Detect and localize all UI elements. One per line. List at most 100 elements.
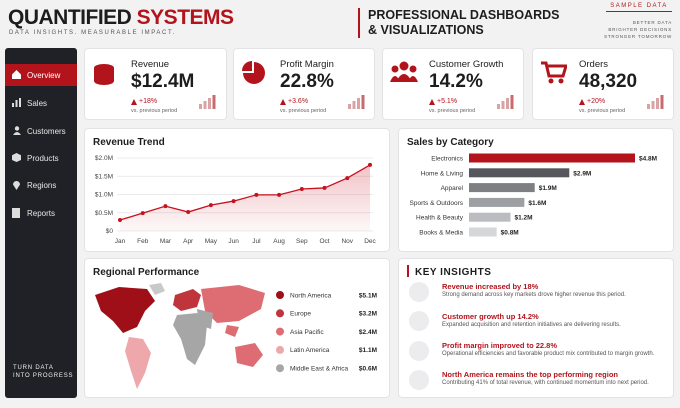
insight-icon (409, 341, 429, 361)
x-tick-label: Apr (183, 238, 194, 245)
x-tick-label: Jan (115, 238, 126, 245)
mini-bars (348, 95, 365, 109)
insight-icon (409, 370, 429, 390)
category-label: Home & Living (421, 170, 464, 177)
up-arrow (280, 99, 286, 105)
footer-line: TURN DATA (13, 365, 54, 371)
value-label: $2.9M (573, 170, 591, 177)
up-arrow (579, 99, 585, 105)
mini-bar (199, 104, 202, 109)
point (299, 187, 304, 192)
region-name: Latin America (290, 347, 330, 354)
sidebar: Overview Sales Customers Products Region… (5, 48, 77, 398)
bar (469, 227, 497, 237)
mini-bar (501, 101, 505, 109)
nav-item[interactable]: Reports (5, 202, 77, 224)
region-legend: North America $5.1M Europe $3.2M Asia Pacifi… (276, 291, 377, 373)
icon (94, 64, 114, 85)
x-tick-label: Jul (252, 238, 261, 245)
x-tick-label: Aug (273, 238, 285, 245)
divider (358, 8, 360, 38)
icon (390, 61, 418, 82)
nav-item[interactable]: Products (5, 147, 77, 169)
insight-text: Expanded acquisition and retention initi… (442, 322, 621, 328)
legend-dot (276, 309, 284, 318)
mini-bar (510, 95, 514, 109)
tagline: DATA INSIGHTS. MEASURABLE IMPACT. (9, 30, 176, 36)
brand: QUANTIFIED SYSTEMS (8, 6, 234, 30)
mini-bars (647, 95, 664, 109)
kpi-note: vs. previous period (131, 108, 178, 114)
kpi-card: Customer Growth 14.2% +5.1% vs. previous pe… (382, 48, 524, 120)
kpi-change: +20% (587, 98, 606, 105)
nav-item[interactable]: Overview (5, 64, 77, 86)
icon (242, 61, 265, 84)
point (277, 192, 282, 197)
insight-icon (409, 311, 429, 331)
mini-bar (212, 95, 216, 109)
y-tick-label: $1.0M (95, 192, 113, 199)
region-name: Asia Pacific (290, 329, 324, 336)
line-chart: $0 $0.5M $1.0M $1.5M $2.0M Jan Feb Mar Apr May Jun… (95, 155, 377, 245)
insight-icon (409, 282, 429, 302)
icon (541, 61, 567, 84)
kpi-change: +5.1% (437, 98, 458, 105)
y-tick-label: $0.5M (95, 210, 113, 217)
x-tick-label: Nov (341, 238, 353, 245)
value-label: $1.6M (528, 200, 546, 207)
mini-bar (656, 98, 659, 109)
motto-line: BETTER DATA (632, 20, 672, 25)
x-tick-label: Feb (137, 238, 149, 245)
point (368, 162, 372, 167)
insight-text: Strong demand across key markets drove h… (442, 292, 626, 298)
mini-bar (352, 101, 356, 109)
region-name: Europe (290, 311, 311, 318)
nav-item[interactable]: Sales (5, 92, 77, 114)
kpi-value: 48,320 (579, 71, 638, 92)
kpi-title: Profit Margin (280, 59, 334, 70)
headline-2: & VISUALIZATIONS (368, 23, 484, 37)
nav-item[interactable]: Regions (5, 174, 77, 196)
y-tick-label: $0 (106, 228, 114, 235)
y-tick-label: $1.5M (95, 173, 113, 180)
point (140, 211, 145, 216)
icon (12, 98, 21, 107)
kpi-value: $12.4M (131, 71, 195, 92)
brand-a: QUANTIFIED (8, 6, 132, 29)
up-arrow (429, 99, 435, 105)
mini-bar (208, 98, 211, 109)
badge: SAMPLE DATA (606, 3, 672, 12)
card-title: Sales by Category (407, 137, 494, 148)
nav-label: Overview (27, 70, 61, 80)
bar (469, 168, 570, 178)
world-map (95, 283, 265, 389)
point (322, 185, 327, 190)
accent (407, 265, 409, 277)
nav-item[interactable]: Customers (5, 120, 77, 142)
card-title: Regional Performance (93, 267, 200, 278)
bar (469, 212, 511, 222)
region-value: $1.1M (359, 347, 377, 354)
kpi-title: Orders (579, 59, 609, 70)
nav-label: Regions (27, 180, 57, 190)
category-label: Books & Media (419, 230, 463, 237)
insight-title: Revenue increased by 18% (442, 282, 539, 291)
point (254, 192, 259, 197)
point (163, 204, 168, 209)
bar (469, 153, 635, 163)
mini-bar (497, 104, 500, 109)
category-label: Sports & Outdoors (410, 200, 464, 207)
card-title: KEY INSIGHTS (415, 267, 492, 278)
legend-dot (276, 291, 284, 299)
x-tick-label: Mar (160, 238, 172, 245)
mini-bar (651, 101, 655, 109)
point (186, 210, 191, 215)
mini-bar (506, 98, 509, 109)
mini-bar (348, 104, 351, 109)
region-value: $2.4M (359, 329, 377, 336)
motto: BETTER DATA BRIGHTER DECISIONS STRONGER TO… (600, 19, 672, 40)
insight-text: Operational efficiencies and favorable p… (442, 351, 655, 357)
kpi-note: vs. previous period (280, 108, 327, 114)
kpi-value: 14.2% (429, 71, 483, 92)
motto-line: BRIGHTER DECISIONS (608, 27, 672, 32)
